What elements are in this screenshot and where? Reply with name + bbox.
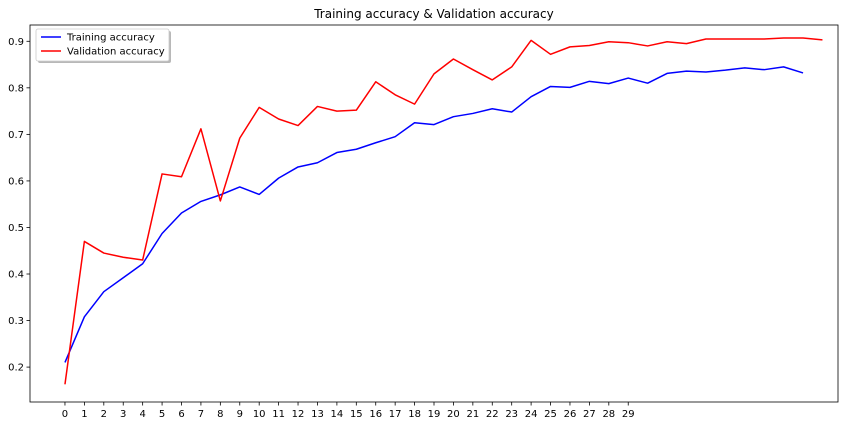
legend-box bbox=[35, 28, 170, 62]
plot-area: 0.20.30.40.50.60.70.80.90 1 2 3 4 5 6 7 8 9 10 11 12… bbox=[8, 37, 823, 420]
x-tick-label: 17 bbox=[389, 409, 402, 420]
x-tick-label: 1 bbox=[81, 409, 87, 420]
legend-label-validation-accuracy: Validation accuracy bbox=[67, 47, 165, 58]
x-tick-label: 22 bbox=[486, 409, 499, 420]
x-tick-label: 5 bbox=[159, 409, 165, 420]
y-tick-label: 0.2 bbox=[8, 363, 24, 374]
x-tick-label: 16 bbox=[369, 409, 382, 420]
y-tick-label: 0.5 bbox=[8, 223, 24, 234]
x-tick-label: 3 bbox=[120, 409, 126, 420]
legend: Training accuracy Validation accuracy bbox=[35, 28, 171, 63]
x-tick-label: 6 bbox=[178, 409, 184, 420]
x-tick-label: 25 bbox=[544, 409, 557, 420]
y-tick-label: 0.8 bbox=[8, 83, 24, 94]
x-tick-label: 2 bbox=[101, 409, 107, 420]
x-tick-label: 18 bbox=[408, 409, 421, 420]
y-tick-label: 0.7 bbox=[8, 130, 24, 141]
x-tick-label: 28 bbox=[602, 409, 615, 420]
x-tick-label: 23 bbox=[505, 409, 518, 420]
x-tick-label: 19 bbox=[428, 409, 441, 420]
x-tick-label: 24 bbox=[525, 409, 538, 420]
x-tick-label: 29 bbox=[622, 409, 635, 420]
x-tick-label: 13 bbox=[311, 409, 324, 420]
x-tick-label: 12 bbox=[292, 409, 305, 420]
validation-accuracy-line bbox=[64, 37, 823, 385]
x-tick-label: 7 bbox=[198, 409, 204, 420]
y-tick-label: 0.3 bbox=[8, 316, 24, 327]
x-tick-label: 27 bbox=[583, 409, 596, 420]
x-tick-label: 8 bbox=[217, 409, 223, 420]
x-tick-label: 4 bbox=[139, 409, 145, 420]
y-tick-label: 0.9 bbox=[8, 37, 24, 48]
y-tick-label: 0.6 bbox=[8, 176, 24, 187]
x-tick-label: 14 bbox=[331, 409, 344, 420]
chart-title: Training accuracy & Validation accuracy bbox=[313, 7, 554, 21]
x-tick-label: 15 bbox=[350, 409, 363, 420]
legend-label-training-accuracy: Training accuracy bbox=[66, 33, 155, 44]
x-tick-label: 11 bbox=[272, 409, 285, 420]
x-tick-label: 9 bbox=[237, 409, 243, 420]
x-tick-label: 26 bbox=[564, 409, 577, 420]
training-accuracy-line bbox=[64, 66, 804, 363]
x-tick-label: 0 bbox=[62, 409, 68, 420]
x-tick-label: 20 bbox=[447, 409, 460, 420]
x-tick-label: 21 bbox=[466, 409, 479, 420]
y-tick-label: 0.4 bbox=[8, 270, 24, 281]
x-tick-label: 10 bbox=[253, 409, 266, 420]
axes-frame bbox=[29, 24, 839, 403]
